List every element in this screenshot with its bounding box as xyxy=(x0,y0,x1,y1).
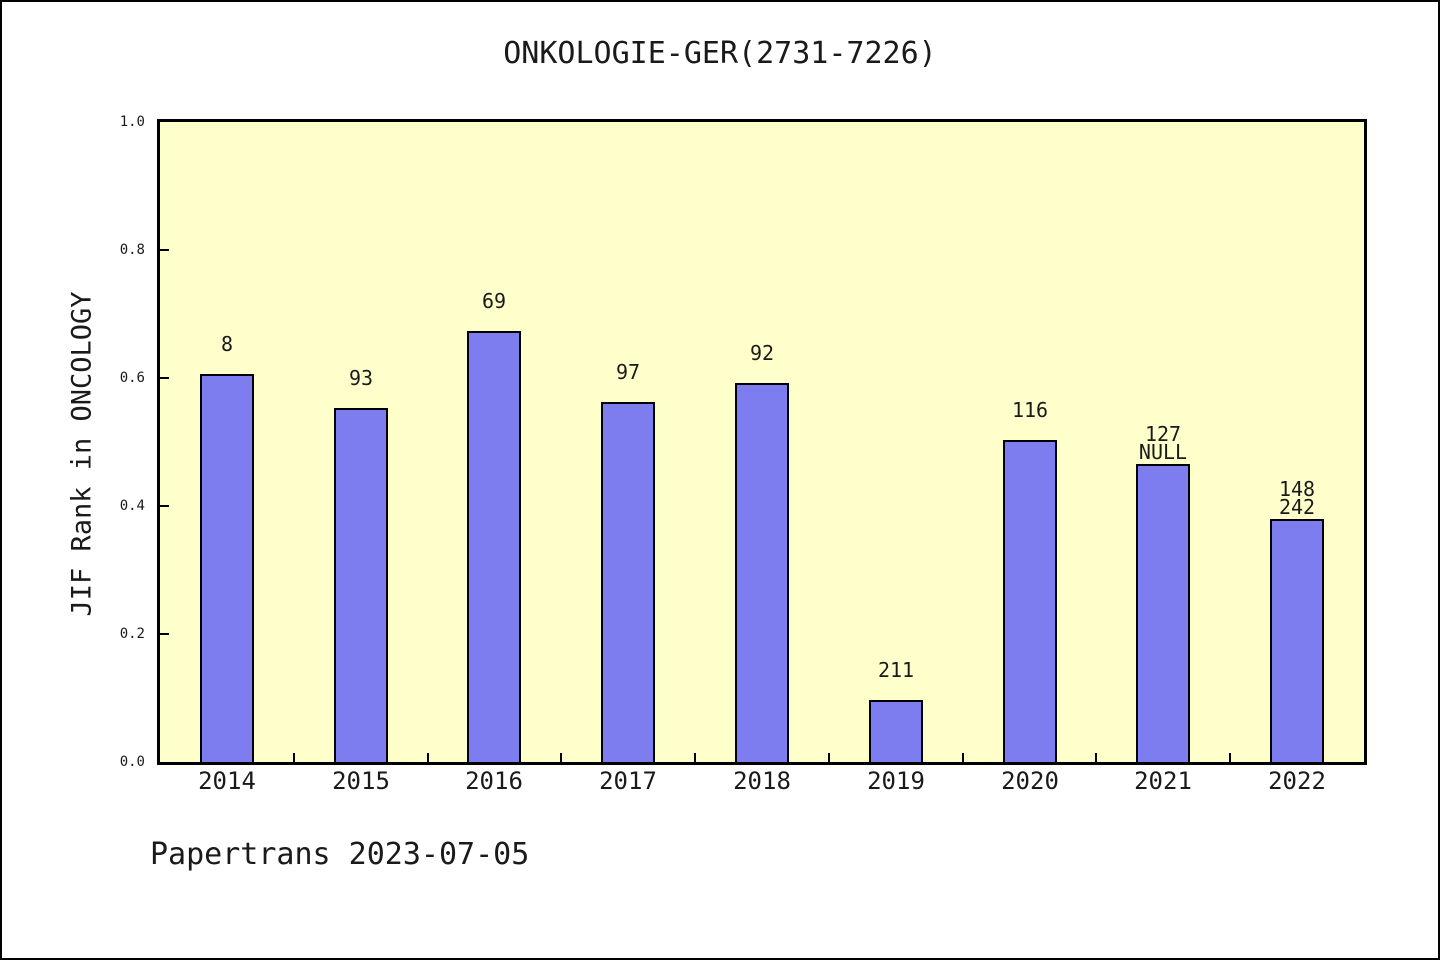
bar-2018 xyxy=(735,383,789,762)
plot-area: 8 93 69 97 92 211 116 127 NULL 148 242 xyxy=(157,119,1367,765)
y-axis-tick xyxy=(160,633,169,635)
x-tick-label-2020: 2020 xyxy=(1001,767,1059,795)
bar-2019 xyxy=(869,700,923,762)
footer-credit: Papertrans 2023-07-05 xyxy=(150,837,530,872)
bar-2017 xyxy=(601,402,655,762)
bar-2014 xyxy=(200,374,254,762)
bar-value-label: 92 xyxy=(749,341,775,365)
x-tick-label-2021: 2021 xyxy=(1134,767,1192,795)
bar-value-label: 116 xyxy=(1011,398,1049,422)
y-axis-tick xyxy=(160,249,169,251)
bar-value-label: 211 xyxy=(877,658,915,682)
bar-2016 xyxy=(467,331,521,762)
x-tick-label-2018: 2018 xyxy=(733,767,791,795)
y-tick-label: 0.2 xyxy=(119,626,145,642)
y-tick-label: 0.8 xyxy=(119,242,145,258)
y-axis-tick xyxy=(160,377,169,379)
x-tick-label-2014: 2014 xyxy=(198,767,256,795)
x-axis-tick xyxy=(427,753,429,762)
bar-2022 xyxy=(1270,519,1324,762)
bar-2021 xyxy=(1136,464,1190,762)
x-axis-tick xyxy=(293,753,295,762)
x-tick-label-2022: 2022 xyxy=(1268,767,1326,795)
x-axis-tick xyxy=(1229,753,1231,762)
x-tick-label-2016: 2016 xyxy=(465,767,523,795)
bar-value-label: 8 xyxy=(220,332,234,356)
bar-2015 xyxy=(334,408,388,762)
chart-title: ONKOLOGIE-GER(2731-7226) xyxy=(503,36,937,71)
x-axis-tick xyxy=(694,753,696,762)
y-tick-label: 0.0 xyxy=(119,754,145,770)
bar-2020 xyxy=(1003,440,1057,762)
x-tick-label-2017: 2017 xyxy=(599,767,657,795)
y-tick-label: 0.4 xyxy=(119,498,145,514)
x-tick-label-2015: 2015 xyxy=(332,767,390,795)
x-axis-tick xyxy=(962,753,964,762)
x-axis-tick xyxy=(1095,753,1097,762)
y-tick-label: 1.0 xyxy=(119,114,145,130)
bar-value-label: 69 xyxy=(481,289,507,313)
bar-value-label: 127 NULL xyxy=(1138,422,1188,464)
y-tick-label: 0.6 xyxy=(119,370,145,386)
x-axis-tick xyxy=(828,753,830,762)
x-axis-tick xyxy=(560,753,562,762)
bar-value-label: 97 xyxy=(615,360,641,384)
bar-value-label: 148 242 xyxy=(1278,477,1316,519)
x-tick-label-2019: 2019 xyxy=(867,767,925,795)
y-axis-label: JIF Rank in ONCOLOGY xyxy=(66,291,98,617)
bar-value-label: 93 xyxy=(348,366,374,390)
y-axis-tick xyxy=(160,505,169,507)
